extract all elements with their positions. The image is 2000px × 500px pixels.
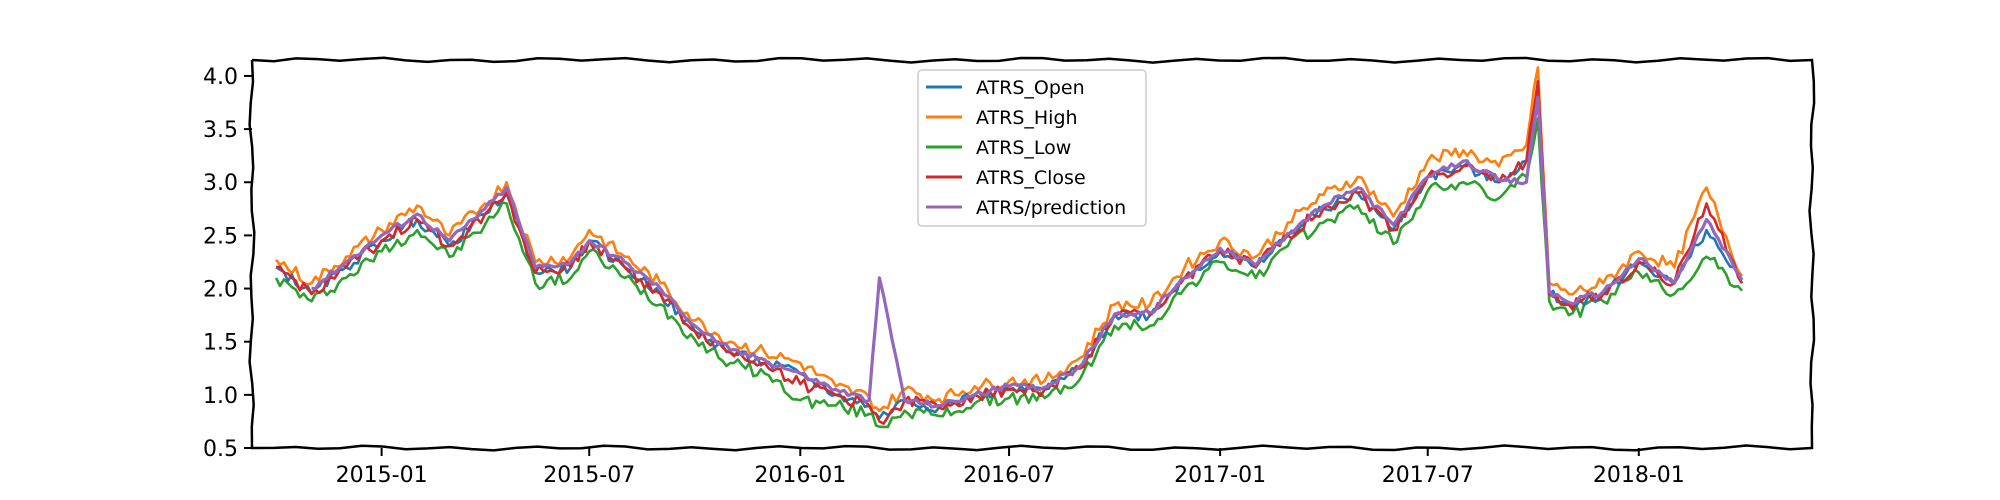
legend-label: ATRS_Close <box>976 167 1086 189</box>
legend-label: ATRS_High <box>976 107 1078 129</box>
legend: ATRS_Open ATRS_High ATRS_Low ATRS_Close ATRS… <box>917 69 1147 227</box>
legend-box <box>917 69 1147 227</box>
y-axis: 0.5 1.0 1.5 2.0 2.5 3.0 3.5 4.0 <box>203 65 252 462</box>
x-tick-label: 2017-01 <box>1174 463 1266 488</box>
x-axis: 2015-01 2015-07 2016-01 2016-07 2017-01 2017-… <box>336 448 1685 488</box>
legend-label: ATRS_Open <box>976 77 1085 99</box>
y-tick-label: 1.5 <box>203 331 238 356</box>
y-tick-label: 2.0 <box>203 278 238 303</box>
series-line-atrs-low <box>274 117 1743 429</box>
plot-frame <box>248 56 1816 452</box>
x-tick-label: 2015-01 <box>336 463 428 488</box>
series-line-atrs-prediction <box>311 95 1744 409</box>
y-tick-label: 3.5 <box>203 118 238 143</box>
x-tick-label: 2015-07 <box>543 463 635 488</box>
y-tick-label: 3.0 <box>203 171 238 196</box>
x-tick-label: 2016-01 <box>754 463 846 488</box>
legend-label: ATRS/prediction <box>976 197 1126 219</box>
y-tick-label: 2.5 <box>203 224 238 249</box>
y-tick-label: 4.0 <box>203 65 238 90</box>
series-layer <box>274 66 1744 429</box>
y-tick-label: 1.0 <box>203 384 238 409</box>
x-tick-label: 2018-01 <box>1593 463 1685 488</box>
legend-label: ATRS_Low <box>976 137 1071 159</box>
x-tick-label: 2017-07 <box>1382 463 1474 488</box>
x-tick-label: 2016-07 <box>963 463 1055 488</box>
y-tick-label: 0.5 <box>203 437 238 462</box>
